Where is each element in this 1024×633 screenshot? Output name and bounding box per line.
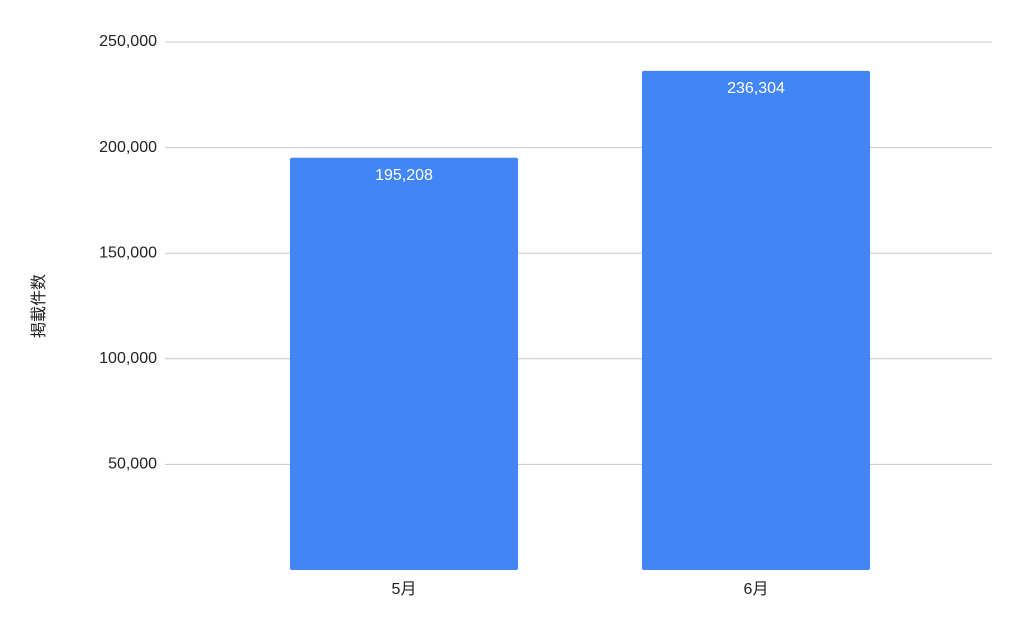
data-label: 195,208 [375, 167, 433, 184]
x-tick-label: 5月 [392, 581, 417, 598]
x-tick-label: 6月 [744, 581, 769, 598]
y-tick-label: 250,000 [99, 33, 157, 50]
bar [289, 157, 519, 570]
y-axis-label: 掲載件数 [30, 274, 48, 338]
y-tick-label: 100,000 [99, 350, 157, 367]
data-label: 236,304 [727, 80, 785, 97]
y-tick-label: 50,000 [108, 456, 157, 473]
y-tick-label: 200,000 [99, 139, 157, 156]
bar [641, 70, 871, 570]
y-tick-label: 150,000 [99, 244, 157, 261]
